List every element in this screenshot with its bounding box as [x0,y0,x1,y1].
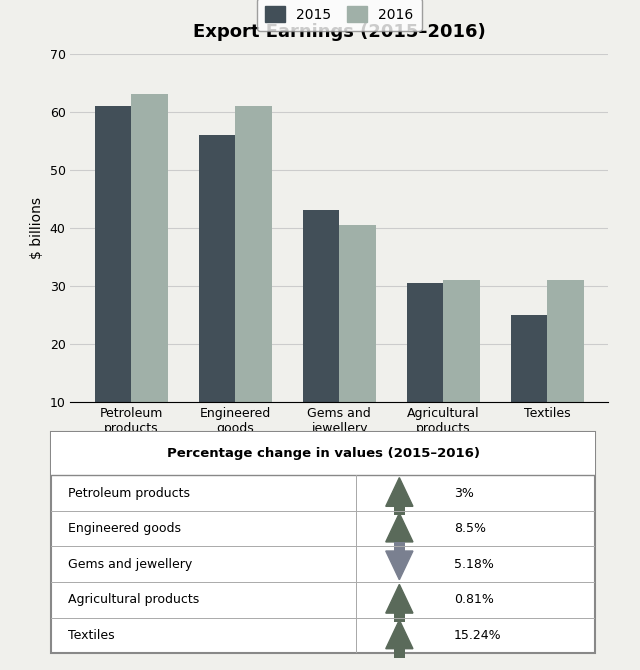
Polygon shape [386,584,413,613]
Bar [443,280,479,460]
Text: Petroleum products: Petroleum products [68,486,189,500]
Text: 0.81%: 0.81% [454,594,493,606]
Bar [51,432,595,475]
Text: Textiles: Textiles [68,629,114,642]
Text: 15.24%: 15.24% [454,629,501,642]
Bar [394,640,405,657]
Bar [236,106,271,460]
Text: 8.5%: 8.5% [454,522,486,535]
Legend: 2015, 2016: 2015, 2016 [257,0,422,31]
Title: Export Earnings (2015–2016): Export Earnings (2015–2016) [193,23,486,41]
Text: Engineered goods: Engineered goods [68,522,180,535]
Bar [394,604,405,622]
Bar [303,210,339,460]
X-axis label: Product Category: Product Category [264,446,414,461]
Bar [95,106,131,460]
Text: 5.18%: 5.18% [454,557,493,571]
Bar [547,280,584,460]
Bar [511,315,547,460]
Bar [131,94,168,460]
Polygon shape [386,620,413,649]
Y-axis label: $ billions: $ billions [30,197,44,259]
Bar [407,283,443,460]
Polygon shape [386,478,413,507]
Text: Percentage change in values (2015–2016): Percentage change in values (2015–2016) [166,447,480,460]
Bar [339,225,376,460]
Text: Agricultural products: Agricultural products [68,594,199,606]
FancyBboxPatch shape [51,432,595,653]
Text: Gems and jewellery: Gems and jewellery [68,557,192,571]
Polygon shape [386,513,413,542]
Polygon shape [386,551,413,580]
Bar [199,135,236,460]
Bar [394,533,405,551]
Bar [394,542,405,560]
Text: 3%: 3% [454,486,474,500]
Bar [394,498,405,515]
